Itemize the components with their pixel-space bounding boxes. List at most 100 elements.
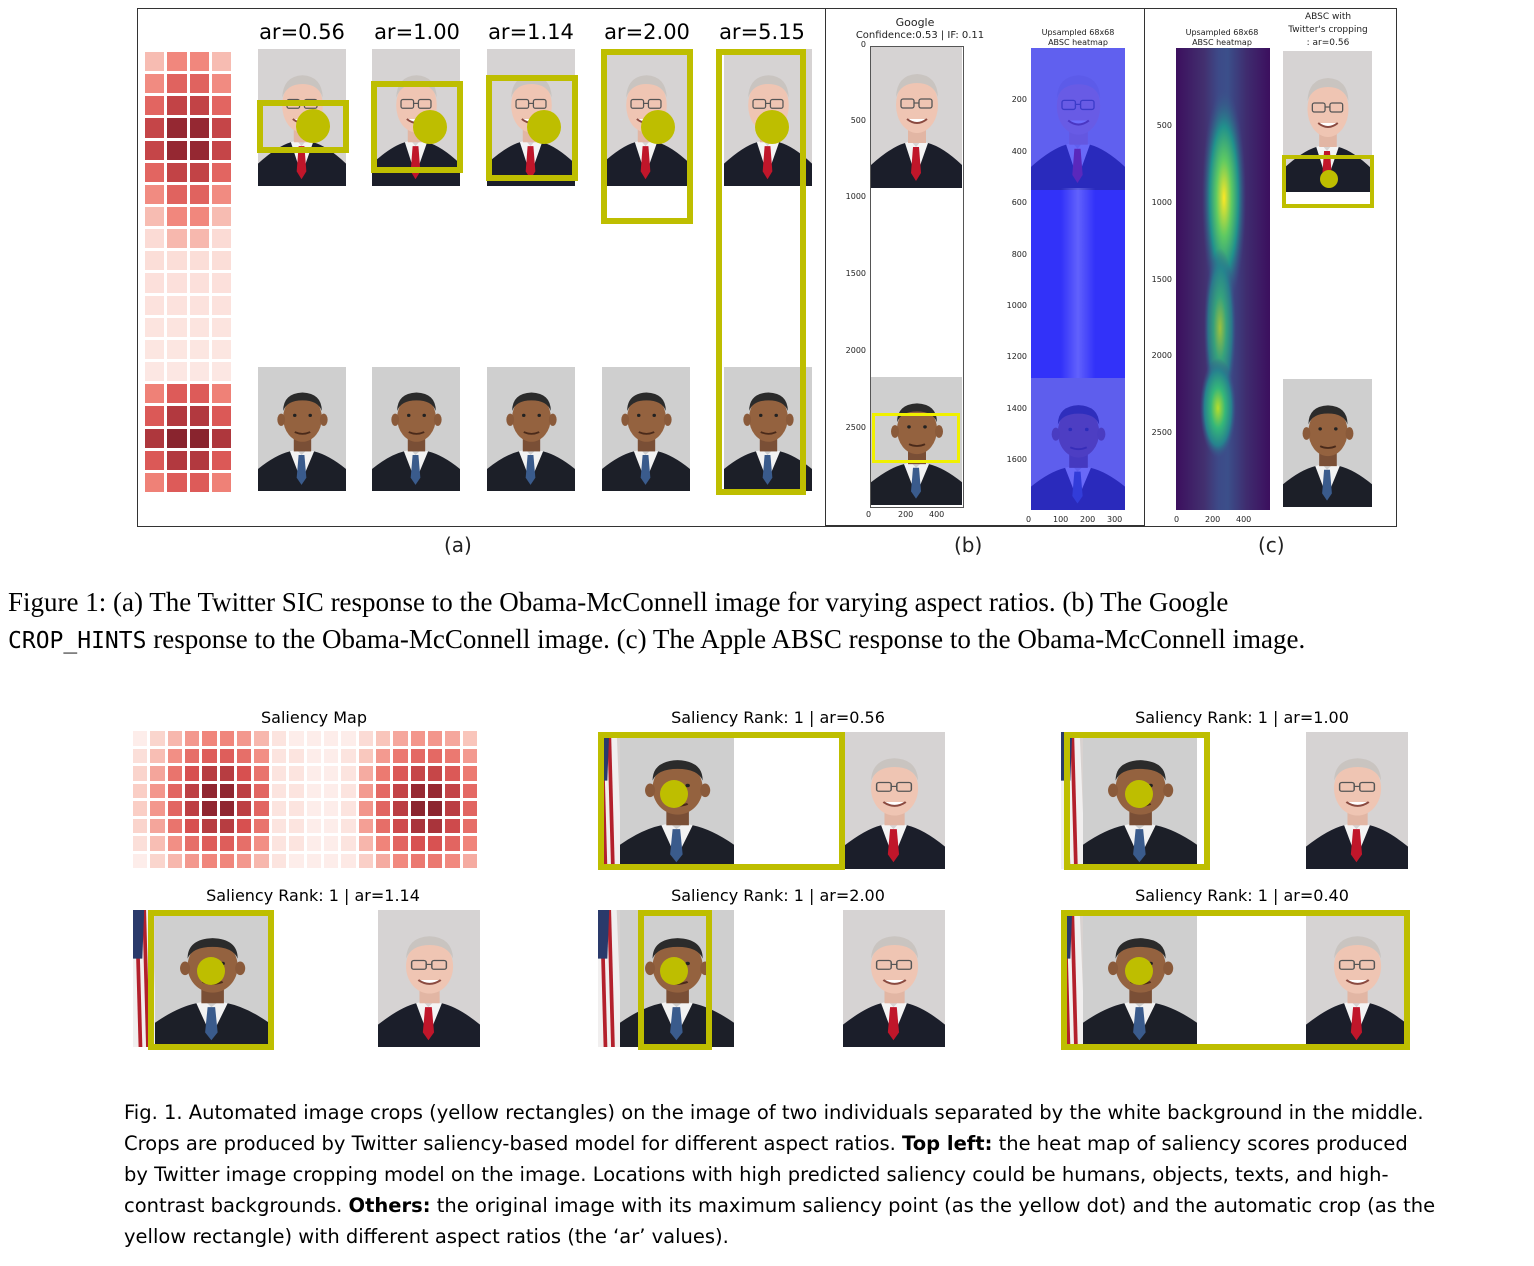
heat-cell bbox=[145, 141, 164, 160]
heat-cell bbox=[289, 819, 303, 834]
heat-cell bbox=[190, 163, 209, 182]
x-tick-label: 400 bbox=[929, 510, 944, 519]
heat-cell bbox=[190, 340, 209, 359]
y-tick-label: 200 bbox=[987, 95, 1027, 104]
heat-cell bbox=[212, 340, 231, 359]
heat-cell bbox=[376, 766, 390, 781]
heat-cell bbox=[145, 229, 164, 248]
heat-cell bbox=[202, 784, 216, 799]
heat-cell bbox=[289, 854, 303, 869]
heat-cell bbox=[167, 207, 186, 226]
heat-cell bbox=[167, 362, 186, 381]
heat-cell bbox=[133, 731, 147, 746]
viridis-heatmap-title-2: ABSC heatmap bbox=[1174, 38, 1270, 47]
heat-cell bbox=[220, 819, 234, 834]
obama-photo bbox=[258, 367, 346, 491]
heat-cell bbox=[145, 362, 164, 381]
y-tick-label: 1000 bbox=[826, 192, 866, 201]
heat-cell bbox=[212, 229, 231, 248]
heat-cell bbox=[220, 749, 234, 764]
heat-cell bbox=[307, 731, 321, 746]
heat-cell bbox=[212, 296, 231, 315]
heat-cell bbox=[168, 766, 182, 781]
heat-cell bbox=[289, 766, 303, 781]
heat-cell bbox=[133, 854, 147, 869]
heat-cell bbox=[190, 362, 209, 381]
heat-cell bbox=[411, 784, 425, 799]
heat-cell bbox=[289, 801, 303, 816]
mcconnell-photo bbox=[1306, 732, 1408, 869]
y-tick-label: 1000 bbox=[1132, 198, 1172, 207]
heat-cell bbox=[220, 801, 234, 816]
heat-cell bbox=[341, 766, 355, 781]
heat-cell bbox=[393, 819, 407, 834]
heat-cell bbox=[145, 185, 164, 204]
absc-crop-title-3: : ar=0.56 bbox=[1282, 38, 1374, 48]
mcconnell-photo bbox=[871, 47, 962, 188]
heat-cell bbox=[341, 854, 355, 869]
heat-cell bbox=[212, 251, 231, 270]
heat-cell bbox=[185, 784, 199, 799]
heat-cell bbox=[359, 801, 373, 816]
x-tick-label: 200 bbox=[1205, 515, 1220, 524]
heat-cell bbox=[359, 836, 373, 851]
heat-cell bbox=[167, 296, 186, 315]
ar-label-3: ar=1.14 bbox=[476, 20, 586, 44]
heat-cell bbox=[463, 766, 477, 781]
heat-cell bbox=[445, 731, 459, 746]
heat-cell bbox=[428, 749, 442, 764]
heat-cell bbox=[212, 74, 231, 93]
heat-cell bbox=[212, 318, 231, 337]
heat-cell bbox=[167, 74, 186, 93]
blue-heatmap-title-1: Upsampled 68x68 bbox=[1030, 28, 1126, 37]
heat-cell bbox=[237, 836, 251, 851]
heat-cell bbox=[212, 163, 231, 182]
crop-hints-code: CROP_HINTS bbox=[8, 628, 146, 654]
y-tick-label: 1400 bbox=[987, 404, 1027, 413]
heat-cell bbox=[168, 749, 182, 764]
heat-cell bbox=[168, 854, 182, 869]
heat-cell bbox=[307, 766, 321, 781]
saliency-dot bbox=[755, 110, 789, 144]
heat-cell bbox=[168, 801, 182, 816]
heat-cell bbox=[212, 384, 231, 403]
heat-cell bbox=[190, 473, 209, 492]
y-tick-label: 0 bbox=[826, 40, 866, 49]
panel-title-ar114: Saliency Rank: 1 | ar=1.14 bbox=[153, 886, 473, 905]
heat-cell bbox=[190, 96, 209, 115]
heat-cell bbox=[411, 819, 425, 834]
saliency-dot bbox=[527, 110, 561, 144]
heat-cell bbox=[341, 801, 355, 816]
heat-cell bbox=[190, 251, 209, 270]
heat-cell bbox=[190, 429, 209, 448]
heat-cell bbox=[212, 141, 231, 160]
heat-cell bbox=[324, 819, 338, 834]
heat-cell bbox=[428, 731, 442, 746]
heat-cell bbox=[307, 836, 321, 851]
heat-cell bbox=[168, 836, 182, 851]
heat-cell bbox=[307, 784, 321, 799]
heat-cell bbox=[393, 749, 407, 764]
panel-title-ar040: Saliency Rank: 1 | ar=0.40 bbox=[1082, 886, 1402, 905]
heat-cell bbox=[428, 819, 442, 834]
heat-cell bbox=[133, 749, 147, 764]
heat-cell bbox=[463, 819, 477, 834]
heat-cell bbox=[272, 731, 286, 746]
heat-cell bbox=[212, 207, 231, 226]
heat-cell bbox=[190, 74, 209, 93]
heat-cell bbox=[212, 118, 231, 137]
heat-cell bbox=[220, 836, 234, 851]
heat-cell bbox=[190, 118, 209, 137]
heat-cell bbox=[220, 854, 234, 869]
obama-photo bbox=[372, 367, 460, 491]
heat-cell bbox=[202, 801, 216, 816]
heat-cell bbox=[237, 784, 251, 799]
x-tick-label: 200 bbox=[898, 510, 913, 519]
heat-cell bbox=[167, 451, 186, 470]
heat-cell bbox=[168, 731, 182, 746]
heat-cell bbox=[307, 854, 321, 869]
heat-cell bbox=[428, 801, 442, 816]
heat-cell bbox=[411, 836, 425, 851]
heat-cell bbox=[145, 273, 164, 292]
heat-cell bbox=[289, 784, 303, 799]
